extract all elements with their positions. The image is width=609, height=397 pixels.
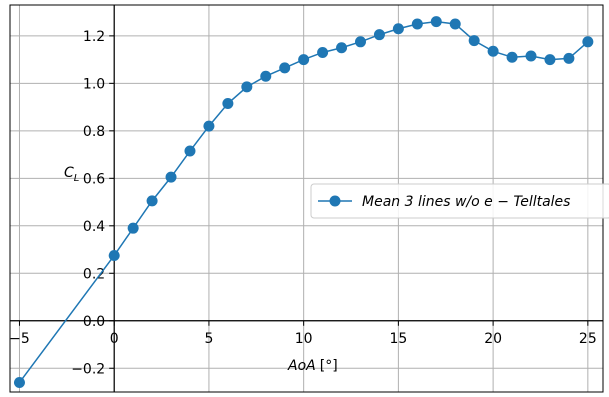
x-ticks: −5 0 5 10 15 20 25 xyxy=(9,320,597,347)
x-tick-label: 25 xyxy=(579,331,597,347)
data-point xyxy=(392,23,404,35)
data-point xyxy=(241,81,253,93)
data-point xyxy=(222,98,234,110)
data-point xyxy=(582,36,594,48)
data-point xyxy=(544,54,556,66)
y-axis-label-main: C xyxy=(64,165,74,181)
data-point xyxy=(203,120,215,132)
x-axis-label: AoA [°] xyxy=(287,358,338,374)
data-point xyxy=(506,51,518,63)
data-point xyxy=(317,46,329,58)
legend: Mean 3 lines w/o e − Telltales xyxy=(310,183,609,219)
data-point xyxy=(127,222,139,234)
x-tick-label: −5 xyxy=(9,331,30,347)
y-tick-label: −0.2 xyxy=(71,361,105,377)
data-point xyxy=(13,377,25,389)
data-point xyxy=(354,36,366,48)
data-point xyxy=(260,70,272,82)
data-point xyxy=(336,42,348,54)
legend-marker xyxy=(329,195,341,207)
legend-box xyxy=(310,183,609,219)
data-point xyxy=(468,35,480,47)
data-point xyxy=(146,195,158,207)
y-tick-label: 0.6 xyxy=(83,171,105,187)
x-axis-label-unit: [°] xyxy=(320,358,338,374)
y-tick-label: 0.8 xyxy=(83,124,105,140)
y-tick-label: 0.0 xyxy=(83,314,105,330)
x-axis-label-main: AoA xyxy=(287,358,316,374)
data-point xyxy=(411,18,423,30)
data-point xyxy=(165,171,177,183)
y-ticks: −0.2 0.0 0.2 0.4 0.6 0.8 1.0 1.2 xyxy=(71,29,115,377)
data-point xyxy=(449,18,461,30)
y-tick-label: 0.2 xyxy=(83,266,105,282)
data-point xyxy=(108,249,120,261)
y-axis-label: CL xyxy=(64,165,79,184)
y-axis-label-sub: L xyxy=(74,173,80,184)
legend-label: Mean 3 lines w/o e − Telltales xyxy=(362,194,570,210)
y-tick-label: 1.2 xyxy=(83,29,105,45)
y-tick-label: 0.4 xyxy=(83,219,105,235)
data-point xyxy=(430,16,442,28)
data-point xyxy=(487,45,499,57)
data-point xyxy=(373,29,385,41)
series xyxy=(13,16,594,389)
data-point xyxy=(279,62,291,74)
data-point xyxy=(184,145,196,157)
x-tick-label: 20 xyxy=(484,331,502,347)
data-point xyxy=(298,54,310,66)
y-tick-label: 1.0 xyxy=(83,76,105,92)
data-point xyxy=(563,52,575,64)
x-tick-label: 0 xyxy=(110,331,119,347)
x-tick-label: 10 xyxy=(295,331,313,347)
x-tick-label: 5 xyxy=(204,331,213,347)
x-tick-label: 15 xyxy=(389,331,407,347)
data-point xyxy=(525,50,537,62)
